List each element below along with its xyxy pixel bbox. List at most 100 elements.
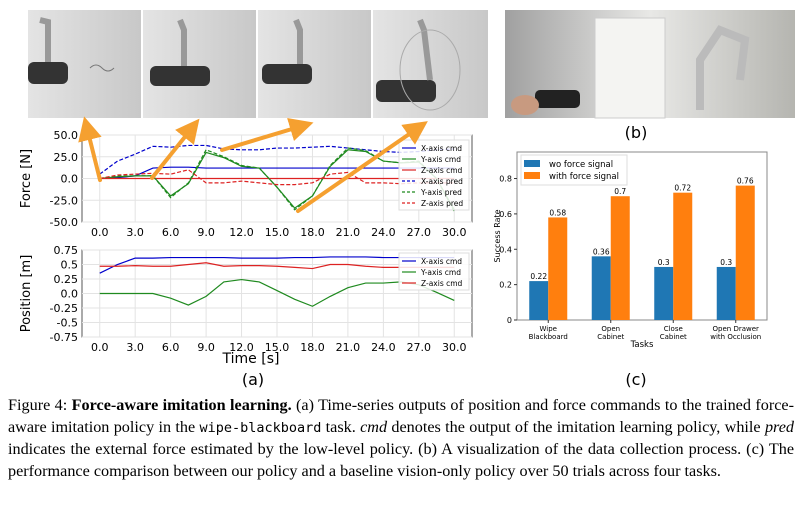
bar-value-label: 0.3 bbox=[720, 258, 732, 267]
y-tick-label: 0.2 bbox=[499, 281, 512, 290]
y-tick-label: -0.25 bbox=[50, 302, 78, 315]
x-tick-label: Close bbox=[664, 325, 683, 333]
x-tick-label: 24.0 bbox=[371, 341, 396, 354]
photo-frame-3 bbox=[258, 10, 371, 118]
x-tick-label: 21.0 bbox=[336, 341, 361, 354]
x-tick-label: 15.0 bbox=[265, 226, 290, 239]
x-tick-label: 0.0 bbox=[91, 226, 109, 239]
bar-value-label: 0.3 bbox=[658, 258, 670, 267]
x-tick-label: with Occlusion bbox=[710, 333, 761, 341]
bar-with-force bbox=[610, 196, 630, 320]
bar-value-label: 0.7 bbox=[614, 187, 626, 196]
x-tick-label: 9.0 bbox=[197, 341, 215, 354]
x-tick-label: 0.0 bbox=[91, 341, 109, 354]
photo-frame-2 bbox=[143, 10, 256, 118]
y-tick-label: 0.5 bbox=[61, 259, 79, 272]
x-tick-label: 3.0 bbox=[126, 341, 144, 354]
position-plot: 0.0 3.0 6.0 9.0 12.0 15.0 18.0 21.0 24.0 27.0 30.0… bbox=[19, 244, 473, 354]
series-line-x-axis-cmd bbox=[99, 256, 455, 274]
x-tick-label: 18.0 bbox=[300, 341, 325, 354]
y-tick-label: -0.75 bbox=[50, 331, 78, 344]
bar-wo-force bbox=[716, 266, 736, 320]
legend-label: X-axis cmd bbox=[421, 144, 462, 153]
caption-cmd: cmd bbox=[360, 417, 388, 436]
x-tick-label: 24.0 bbox=[371, 226, 396, 239]
bar-wo-force bbox=[654, 266, 674, 320]
panel-label-c: (c) bbox=[625, 370, 646, 389]
x-tick-label: 27.0 bbox=[407, 226, 432, 239]
x-tick-label: 27.0 bbox=[407, 341, 432, 354]
bar-chart: 0 0.2 0.4 0.6 0.8 Success Rate Tasks 0.22 0.58 Wi… bbox=[493, 151, 768, 350]
caption-text: task. bbox=[321, 417, 361, 436]
x-tick-label: 18.0 bbox=[300, 226, 325, 239]
x-tick-label: Cabinet bbox=[597, 333, 624, 341]
y-axis-label: Success Rate bbox=[493, 209, 502, 262]
bar-value-label: 0.22 bbox=[530, 272, 547, 281]
y-tick-label: 50.0 bbox=[54, 129, 79, 142]
caption-pred: pred bbox=[764, 417, 795, 436]
bar-value-label: 0.58 bbox=[549, 208, 566, 217]
x-axis-label: Time [s] bbox=[222, 351, 280, 367]
y-tick-label: 0.8 bbox=[499, 175, 512, 184]
x-tick-label: 6.0 bbox=[162, 226, 180, 239]
legend-box bbox=[398, 139, 470, 211]
arrow-3 bbox=[220, 117, 314, 152]
orange-arrows bbox=[78, 116, 428, 213]
caption-text: (a) Time-series outputs of position and … bbox=[8, 396, 795, 436]
x-tick-label: 21.0 bbox=[336, 226, 361, 239]
legend-swatch bbox=[524, 160, 540, 167]
caption-code: wipe-blackboard bbox=[199, 419, 322, 436]
legend: X-axis cmd Y-axis cmd Z-axis cmd bbox=[398, 252, 470, 291]
x-tick-label: 9.0 bbox=[197, 226, 215, 239]
caption-prefix: Figure 4: bbox=[8, 396, 72, 414]
figure-caption: Figure 4: Force-aware imitation learning… bbox=[8, 395, 794, 482]
legend-label: Z-axis cmd bbox=[421, 279, 463, 288]
y-tick-label: 0 bbox=[507, 316, 512, 325]
legend-label: Y-axis cmd bbox=[420, 155, 461, 164]
bar-wo-force bbox=[529, 281, 549, 320]
y-tick-label: -50.0 bbox=[50, 216, 78, 229]
force-plot: 0.0 3.0 6.0 9.0 12.0 15.0 18.0 21.0 24.0 27.0 30.0… bbox=[19, 129, 473, 239]
panel-label-b: (b) bbox=[625, 123, 648, 142]
bar-value-label: 0.72 bbox=[674, 184, 691, 193]
legend: X-axis cmd Y-axis cmd Z-axis cmd X-axis pre… bbox=[398, 139, 470, 211]
legend-swatch bbox=[524, 172, 540, 179]
legend: wo force signal with force signal bbox=[520, 154, 628, 186]
data-collection-photo bbox=[505, 10, 795, 119]
y-tick-label: 0.0 bbox=[61, 173, 79, 186]
caption-text: indicates the external force estimated b… bbox=[8, 440, 794, 480]
x-tick-label: Blackboard bbox=[529, 333, 568, 341]
series-line-x-axis-pred bbox=[99, 144, 455, 175]
photo-frame-4 bbox=[373, 10, 488, 118]
bar-value-label: 0.76 bbox=[737, 177, 754, 186]
series-line-z-axis-pred bbox=[99, 169, 455, 186]
bar-with-force bbox=[673, 192, 693, 320]
arrow-2 bbox=[150, 118, 200, 180]
caption-title: Force-aware imitation learning. bbox=[71, 396, 292, 414]
series-line-y-axis-pred bbox=[99, 147, 455, 212]
y-tick-label: 25.0 bbox=[54, 151, 79, 164]
y-tick-label: -25.0 bbox=[50, 194, 78, 207]
x-tick-label: Open Drawer bbox=[713, 325, 760, 333]
arrow-1 bbox=[78, 116, 102, 182]
bar-value-label: 0.36 bbox=[593, 247, 610, 256]
caption-text: denotes the output of the imitation lear… bbox=[387, 417, 765, 436]
x-tick-label: 12.0 bbox=[229, 226, 254, 239]
x-axis-label: Tasks bbox=[630, 340, 654, 350]
y-axis-label: Force [N] bbox=[19, 149, 34, 208]
x-tick-label: 30.0 bbox=[442, 341, 467, 354]
panel-label-a: (a) bbox=[242, 370, 264, 389]
y-tick-label: 0.75 bbox=[54, 244, 79, 257]
bar-with-force bbox=[548, 217, 568, 320]
legend-label: with force signal bbox=[549, 172, 619, 182]
x-tick-label: Wipe bbox=[540, 325, 557, 333]
y-tick-label: 0.4 bbox=[499, 245, 512, 254]
y-tick-label: 0.0 bbox=[61, 288, 79, 301]
bar-with-force bbox=[735, 185, 755, 320]
x-tick-label: Open bbox=[601, 325, 620, 333]
arrow-4 bbox=[296, 121, 428, 213]
series-line-z-axis-cmd bbox=[99, 262, 455, 270]
y-tick-label: 0.6 bbox=[499, 210, 512, 219]
legend-label: Y-axis cmd bbox=[420, 268, 461, 277]
legend-label: Z-axis cmd bbox=[421, 166, 463, 175]
